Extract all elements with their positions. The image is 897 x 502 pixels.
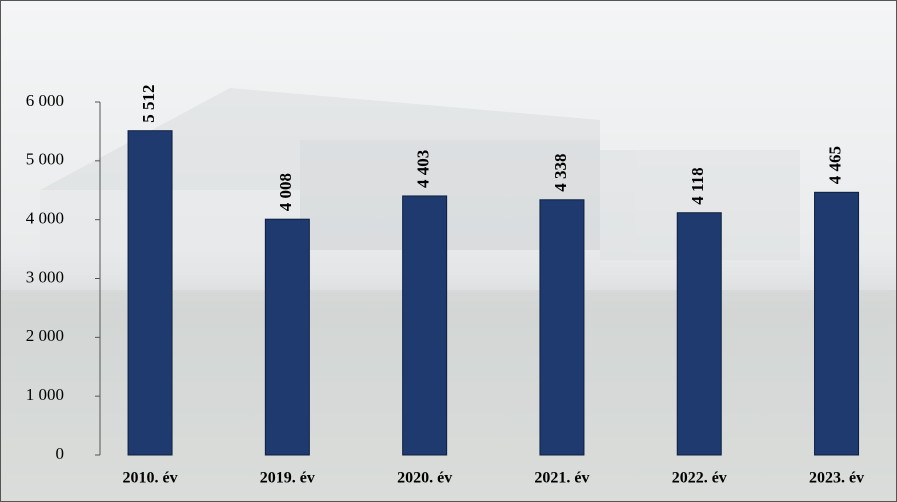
x-tick-label: 2010. év <box>122 470 177 487</box>
bar <box>265 219 309 455</box>
x-tick-label: 2022. év <box>672 470 727 487</box>
x-tick-label: 2020. év <box>397 470 452 487</box>
y-tick-label: 3 000 <box>26 267 64 286</box>
bar <box>677 213 721 455</box>
value-label: 4 008 <box>276 173 295 211</box>
bar <box>815 192 859 455</box>
value-label: 4 465 <box>825 146 844 184</box>
bar <box>403 196 447 455</box>
y-tick-label: 2 000 <box>26 326 64 345</box>
x-tick-label: 2019. év <box>260 470 315 487</box>
bar <box>540 200 584 455</box>
y-tick-label: 4 000 <box>26 209 64 228</box>
x-tick-label: 2021. év <box>534 470 589 487</box>
value-label: 4 403 <box>414 150 433 188</box>
x-tick-label: 2023. év <box>809 470 864 487</box>
y-tick-label: 0 <box>56 444 65 463</box>
value-label: 5 512 <box>139 84 158 122</box>
y-tick-label: 5 000 <box>26 150 64 169</box>
y-tick-label: 1 000 <box>26 385 64 404</box>
bar <box>128 131 172 455</box>
value-label: 4 118 <box>688 167 707 204</box>
chart: 0 1 000 2 000 3 000 4 000 5 000 6 000 2010. év 5… <box>0 0 897 502</box>
value-label: 4 338 <box>551 154 570 192</box>
y-tick-label: 6 000 <box>26 91 64 110</box>
